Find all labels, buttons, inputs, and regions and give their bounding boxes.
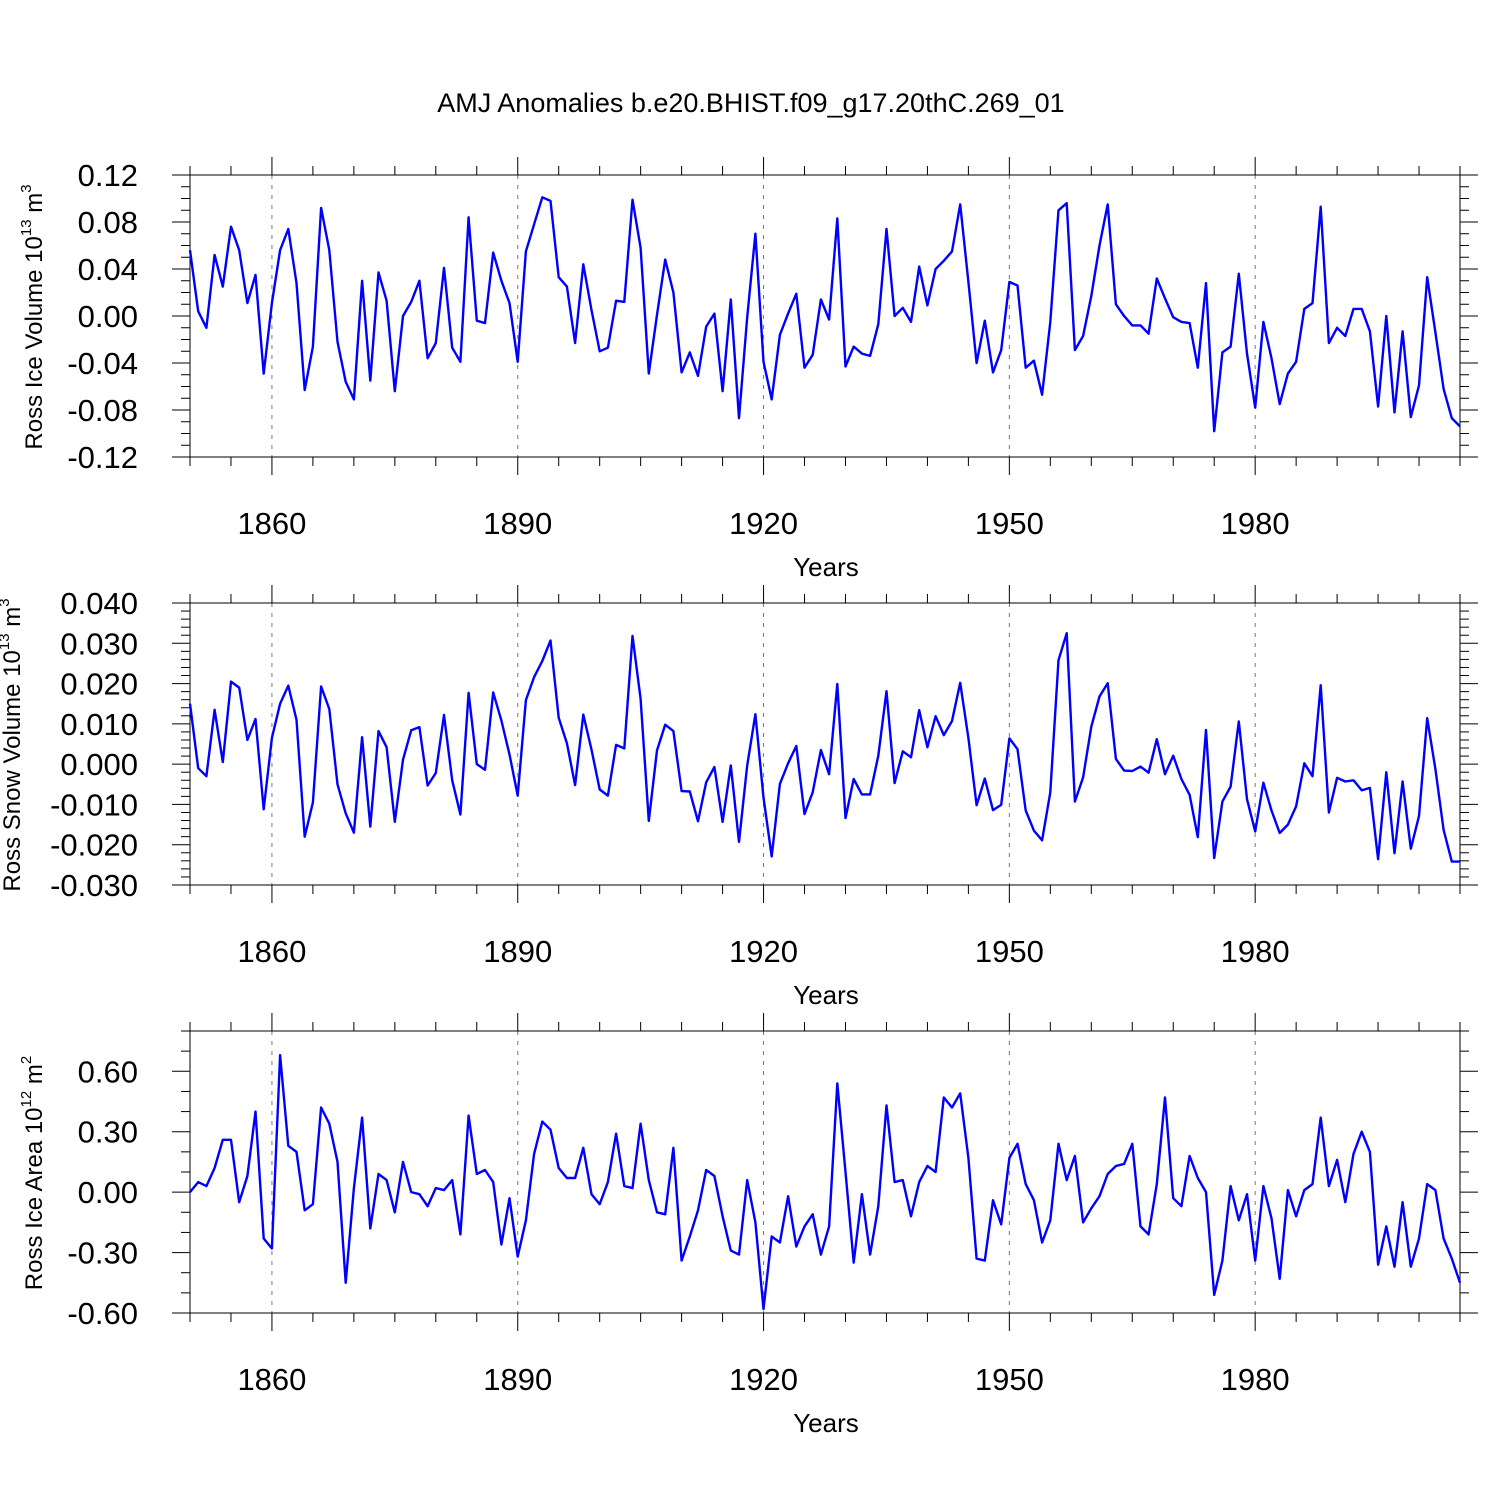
- y-tick-label: 0.00: [78, 1175, 138, 1210]
- x-tick-label: 1920: [729, 934, 798, 969]
- y-tick-label: 0.08: [78, 205, 138, 240]
- y-tick-label: -0.030: [50, 868, 138, 903]
- y-axis-label: Ross Ice Area 1012 m2: [18, 1056, 48, 1290]
- x-axis-label: Years: [793, 1408, 859, 1438]
- y-tick-label: -0.60: [67, 1296, 138, 1331]
- x-tick-label: 1950: [975, 934, 1044, 969]
- plot-frame: [189, 1030, 1461, 1314]
- y-tick-label: 0.040: [60, 586, 138, 621]
- series-line-ross-snow-volume: [188, 632, 1460, 863]
- y-tick-label: -0.04: [67, 346, 138, 381]
- panel-ross-ice-area: Ross Ice Area 1012 m2 Years -0.60 -0.30 0.…: [18, 1013, 1478, 1438]
- y-tick-label: -0.010: [50, 787, 138, 822]
- y-tick-label: 0.04: [78, 252, 138, 287]
- y-tick-label: -0.08: [67, 393, 138, 428]
- x-axis-label: Years: [793, 552, 859, 582]
- y-axis-label: Ross Snow Volume 1013 m3: [0, 598, 26, 891]
- x-tick-label: 1860: [237, 1362, 306, 1397]
- y-tick-label: -0.020: [50, 828, 138, 863]
- series-line-ross-ice-volume: [188, 196, 1461, 433]
- figure-title: AMJ Anomalies b.e20.BHIST.f09_g17.20thC.…: [437, 88, 1064, 118]
- y-axis-label: Ross Ice Volume 1013 m3: [18, 184, 48, 449]
- x-tick-label: 1890: [483, 506, 552, 541]
- x-tick-label: 1860: [237, 506, 306, 541]
- plot-frame: [189, 602, 1461, 886]
- panel-ross-snow-volume: Ross Snow Volume 1013 m3 Years -0.030 -0.…: [0, 585, 1478, 1010]
- y-tick-label: 0.12: [78, 158, 138, 193]
- panel-ross-ice-volume: Ross Ice Volume 1013 m3 Years -0.12 -0.08…: [18, 157, 1478, 582]
- y-tick-label: -0.12: [67, 440, 138, 475]
- x-tick-label: 1980: [1221, 934, 1290, 969]
- y-tick-label: 0.000: [60, 747, 138, 782]
- x-tick-label: 1950: [975, 1362, 1044, 1397]
- x-axis-label: Years: [793, 980, 859, 1010]
- x-tick-label: 1890: [483, 1362, 552, 1397]
- x-tick-label: 1950: [975, 506, 1044, 541]
- y-tick-label: 0.60: [78, 1054, 138, 1089]
- x-tick-label: 1920: [729, 1362, 798, 1397]
- y-tick-label: -0.30: [67, 1236, 138, 1271]
- x-tick-label: 1980: [1221, 506, 1290, 541]
- plot-frame: [189, 174, 1461, 458]
- x-tick-label: 1890: [483, 934, 552, 969]
- x-tick-label: 1980: [1221, 1362, 1290, 1397]
- x-tick-label: 1860: [237, 934, 306, 969]
- series-line-ross-ice-area: [189, 1053, 1462, 1311]
- y-tick-label: 0.30: [78, 1115, 138, 1150]
- y-tick-label: 0.00: [78, 299, 138, 334]
- x-tick-label: 1920: [729, 506, 798, 541]
- y-tick-label: 0.030: [60, 626, 138, 661]
- y-tick-label: 0.010: [60, 707, 138, 742]
- y-tick-label: 0.020: [60, 667, 138, 702]
